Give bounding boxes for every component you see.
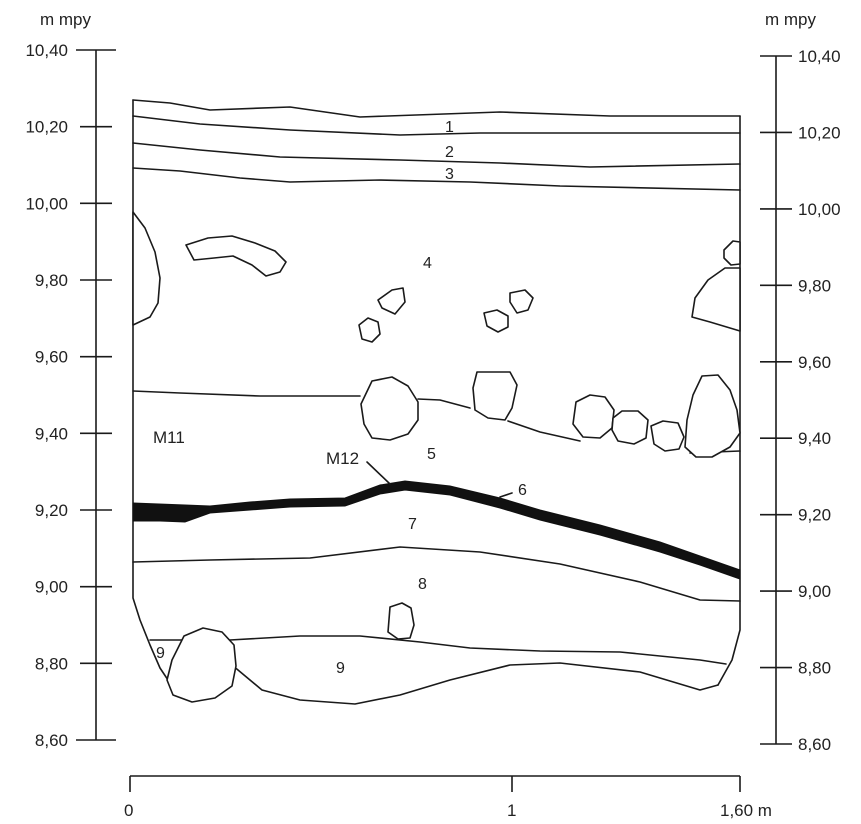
right-axis-tick-label: 10,20 [798,123,841,142]
layer-label-3: 3 [445,166,454,183]
stone-round-right-1 [572,394,615,439]
left-axis-tick-label: 10,20 [25,118,68,137]
right-axis-tick-label: 9,60 [798,353,831,372]
scale-label-160: 1,60 m [720,801,772,820]
stone-layer-8 [387,602,415,640]
right-axis-tick-label: 9,40 [798,429,831,448]
layer-label-2: 2 [445,144,454,161]
stone-left-wall-upper [132,211,161,326]
layer-label-9-left: 9 [156,645,165,662]
feature-label-m12: M12 [326,449,359,468]
layer-label-7: 7 [408,516,417,533]
layer-label-4: 4 [423,255,432,272]
right-axis-tick-label: 9,20 [798,506,831,525]
stone-small-4 [509,289,534,314]
layer-6-leader-line [499,492,513,498]
left-axis-tick-label: 9,60 [35,348,68,367]
scale-label-1: 1 [507,801,516,820]
stones [132,211,741,703]
section-outline [132,99,741,705]
left-axis-tick-label: 8,80 [35,654,68,673]
right-axis-tick-label: 10,00 [798,200,841,219]
right-axis-tick-label: 9,80 [798,276,831,295]
stone-rect-center [472,371,518,421]
feature-label-m11: M11 [153,428,185,447]
stone-small-2 [358,317,381,343]
layer-label-8: 8 [418,576,427,593]
left-axis-tick-label: 9,00 [35,578,68,597]
right-axis-tick-label: 8,80 [798,659,831,678]
stone-small-1 [377,287,406,315]
right-axis-tick-label: 10,40 [798,47,841,66]
stone-right-large [684,374,741,458]
left-axis-tick-label: 9,40 [35,424,68,443]
layer-label-9: 9 [336,660,345,677]
right-axis-tick-label: 8,60 [798,735,831,754]
scale-label-0: 0 [124,801,133,820]
right-elevation-axis: m mpy 10,40 10,20 10,00 9,80 9,60 9,40 9,20 9,0… [760,10,841,754]
stone-right-wall-small [723,240,741,266]
stone-right-wall-upper [691,267,741,332]
stone-bottom-left [166,627,237,703]
stone-round-right-3 [650,420,685,452]
right-axis-tick-label: 9,00 [798,582,831,601]
left-axis-tick-label: 10,40 [25,41,68,60]
left-axis-tick-label: 10,00 [25,194,68,213]
stone-round-right-2 [611,410,649,445]
right-axis-unit: m mpy [765,10,817,29]
layer-6-band [132,480,741,580]
layer-label-5: 5 [427,446,436,463]
stone-small-3 [483,309,509,333]
left-axis-tick-label: 8,60 [35,731,68,750]
horizontal-scale: 0 1 1,60 m [124,775,772,820]
left-elevation-axis: m mpy 10,40 10,20 10,00 9,80 9,60 9,40 9,20 9,0… [25,10,116,750]
layer-labels: 1 2 3 4 5 6 7 8 9 9 M11 M12 [153,119,527,677]
left-axis-tick-label: 9,80 [35,271,68,290]
m12-leader-line [366,461,391,485]
left-axis-tick-label: 9,20 [35,501,68,520]
layer-label-1: 1 [445,119,454,136]
stone-elongated [185,235,287,277]
left-axis-unit: m mpy [40,10,92,29]
layer-label-6: 6 [518,482,527,499]
layer-boundaries [132,99,741,665]
stone-round-center [360,376,419,441]
